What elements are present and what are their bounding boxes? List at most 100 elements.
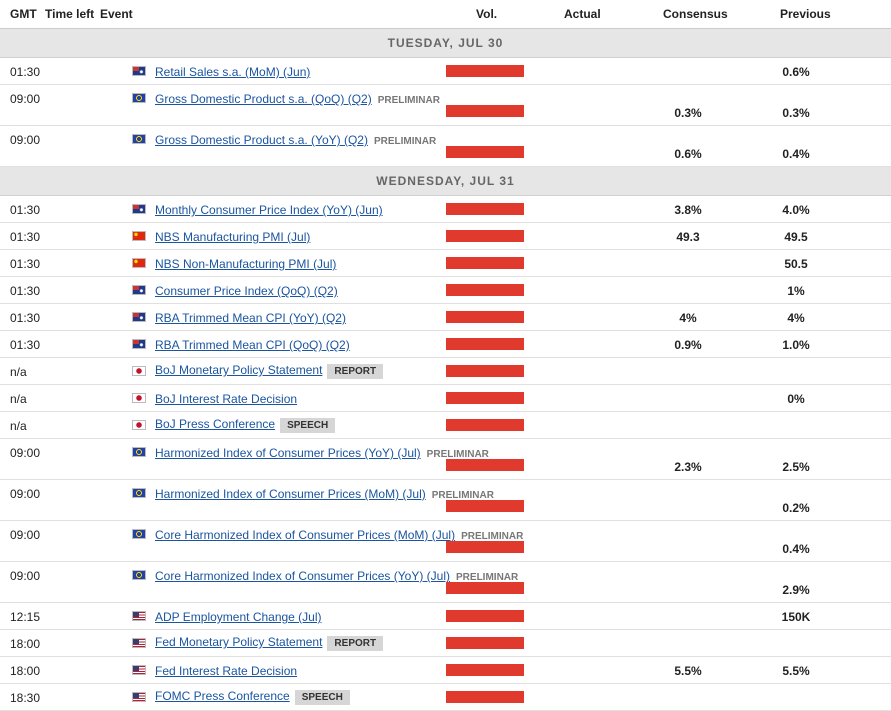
previous: 2.5% [782, 460, 810, 474]
event-link[interactable]: ADP Employment Change (Jul) [155, 610, 322, 624]
consensus: 2.3% [674, 460, 702, 474]
event-link[interactable]: BoJ Monetary Policy Statement REPORT [155, 363, 384, 379]
event-name: Harmonized Index of Consumer Prices (MoM… [155, 487, 426, 501]
event-link[interactable]: Fed Monetary Policy Statement REPORT [155, 635, 384, 651]
event-link[interactable]: NBS Non-Manufacturing PMI (Jul) [155, 257, 336, 271]
event-name: ADP Employment Change (Jul) [155, 610, 322, 624]
volatility-bar [446, 146, 524, 158]
event-tag: PRELIMINAR [426, 449, 489, 460]
col-vol: Vol. [476, 7, 498, 21]
event-row: n/a BoJ Press Conference SPEECH [0, 412, 891, 439]
flag [132, 134, 146, 144]
previous: 4% [787, 311, 805, 325]
day-header: TUESDAY, JUL 30 [0, 29, 891, 58]
consensus: 49.3 [676, 230, 700, 244]
flag [132, 204, 146, 214]
event-name: Monthly Consumer Price Index (YoY) (Jun) [155, 203, 383, 217]
event-link[interactable]: Harmonized Index of Consumer Prices (YoY… [155, 446, 489, 460]
time: 18:00 [10, 637, 41, 651]
event-name: Fed Monetary Policy Statement [155, 635, 323, 649]
event-tag: PRELIMINAR [377, 95, 440, 106]
event-tag: PRELIMINAR [456, 572, 519, 583]
event-row: 09:00 Gross Domestic Product s.a. (QoQ) (… [0, 85, 891, 126]
event-name: BoJ Press Conference [155, 417, 276, 431]
event-name: Gross Domestic Product s.a. (QoQ) (Q2) [155, 92, 372, 106]
col-gmt: GMT [10, 7, 37, 21]
event-name: Core Harmonized Index of Consumer Prices… [155, 569, 451, 583]
event-name: Retail Sales s.a. (MoM) (Jun) [155, 65, 311, 79]
time: n/a [10, 392, 27, 406]
event-link[interactable]: BoJ Press Conference SPEECH [155, 417, 336, 433]
event-link[interactable]: Harmonized Index of Consumer Prices (MoM… [155, 487, 494, 501]
time: 09:00 [10, 569, 41, 583]
previous: 0.4% [782, 147, 810, 161]
event-link[interactable]: Consumer Price Index (QoQ) (Q2) [155, 284, 338, 298]
event-link[interactable]: Gross Domestic Product s.a. (YoY) (Q2) PR… [155, 133, 436, 147]
event-link[interactable]: BoJ Interest Rate Decision [155, 392, 297, 406]
flag [132, 258, 146, 268]
event-name: RBA Trimmed Mean CPI (QoQ) (Q2) [155, 338, 350, 352]
flag [132, 488, 146, 498]
volatility-bar [446, 311, 524, 323]
previous: 49.5 [784, 230, 808, 244]
volatility-bar [446, 392, 524, 404]
event-link[interactable]: Gross Domestic Product s.a. (QoQ) (Q2) PR… [155, 92, 440, 106]
event-name: RBA Trimmed Mean CPI (YoY) (Q2) [155, 311, 346, 325]
event-link[interactable]: FOMC Press Conference SPEECH [155, 689, 350, 705]
col-consensus: Consensus [663, 7, 728, 21]
previous: 0% [787, 392, 805, 406]
col-actual: Actual [564, 7, 601, 21]
previous: 0.2% [782, 501, 810, 515]
event-link[interactable]: NBS Manufacturing PMI (Jul) [155, 230, 310, 244]
time: 01:30 [10, 257, 41, 271]
event-link[interactable]: Core Harmonized Index of Consumer Prices… [155, 528, 523, 542]
flag [132, 312, 146, 322]
flag [132, 366, 146, 376]
event-row: 09:00 Harmonized Index of Consumer Prices… [0, 480, 891, 521]
volatility-bar [446, 610, 524, 622]
volatility-bar [446, 257, 524, 269]
event-link[interactable]: Monthly Consumer Price Index (YoY) (Jun) [155, 203, 383, 217]
volatility-bar [446, 105, 524, 117]
event-tag: SPEECH [280, 418, 336, 433]
volatility-bar [446, 419, 524, 431]
event-name: Harmonized Index of Consumer Prices (YoY… [155, 446, 421, 460]
table-header: GMT Time left Event Vol. Actual Consensu… [0, 0, 891, 29]
volatility-bar [446, 338, 524, 350]
volatility-bar [446, 365, 524, 377]
event-row: n/a BoJ Monetary Policy Statement REPORT [0, 358, 891, 385]
time: 01:30 [10, 311, 41, 325]
flag [132, 420, 146, 430]
flag [132, 529, 146, 539]
event-name: Consumer Price Index (QoQ) (Q2) [155, 284, 338, 298]
consensus: 5.5% [674, 664, 702, 678]
event-tag: PRELIMINAR [461, 531, 524, 542]
time: 09:00 [10, 133, 41, 147]
event-link[interactable]: Retail Sales s.a. (MoM) (Jun) [155, 65, 310, 79]
flag [132, 665, 146, 675]
event-link[interactable]: RBA Trimmed Mean CPI (QoQ) (Q2) [155, 338, 350, 352]
event-tag: SPEECH [294, 690, 350, 705]
time: 12:15 [10, 610, 41, 624]
event-row: 18:00 Fed Interest Rate Decision 5.5% 5.5% [0, 657, 891, 684]
time: 01:30 [10, 65, 41, 79]
col-time-left: Time left [45, 7, 95, 21]
event-name: Core Harmonized Index of Consumer Prices… [155, 528, 456, 542]
consensus: 0.3% [674, 106, 702, 120]
event-name: Gross Domestic Product s.a. (YoY) (Q2) [155, 133, 368, 147]
volatility-bar [446, 541, 524, 553]
flag [132, 66, 146, 76]
event-row: 01:30 Retail Sales s.a. (MoM) (Jun) 0.6% [0, 58, 891, 85]
flag [132, 393, 146, 403]
event-link[interactable]: RBA Trimmed Mean CPI (YoY) (Q2) [155, 311, 346, 325]
flag [132, 611, 146, 621]
event-row: 01:30 RBA Trimmed Mean CPI (YoY) (Q2) 4% 4% [0, 304, 891, 331]
day-header: WEDNESDAY, JUL 31 [0, 167, 891, 196]
consensus: 3.8% [674, 203, 702, 217]
event-row: 01:30 NBS Manufacturing PMI (Jul) 49.3 49.5 [0, 223, 891, 250]
event-row: 09:00 Harmonized Index of Consumer Prices… [0, 439, 891, 480]
event-link[interactable]: Fed Interest Rate Decision [155, 664, 297, 678]
event-link[interactable]: Core Harmonized Index of Consumer Prices… [155, 569, 518, 583]
col-previous: Previous [780, 7, 831, 21]
